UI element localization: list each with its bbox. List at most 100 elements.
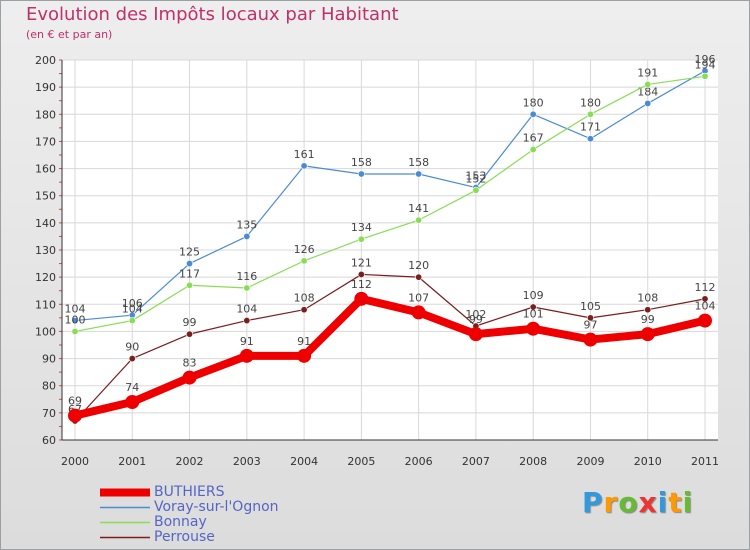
y-tick-label: 70 [42, 407, 56, 420]
x-tick-label: 2006 [405, 455, 433, 468]
data-point-voray-sur-l-ognon [586, 135, 594, 143]
data-point-buthiers [583, 332, 598, 347]
data-point-perrouse [586, 314, 594, 322]
data-point-perrouse [243, 317, 251, 325]
data-point-perrouse [186, 330, 194, 338]
series-line-bonnay [74, 75, 706, 333]
data-label-bonnay: 180 [580, 96, 601, 109]
data-label-bonnay: 100 [65, 313, 86, 326]
y-tick-label: 160 [35, 163, 56, 176]
data-label-buthiers: 69 [68, 395, 82, 408]
data-point-bonnay [71, 327, 79, 335]
data-label-bonnay: 134 [351, 221, 372, 234]
data-point-bonnay [128, 317, 136, 325]
data-label-buthiers: 107 [408, 291, 429, 304]
data-label-buthiers: 101 [523, 308, 544, 321]
data-point-buthiers [239, 348, 254, 363]
logo-letter: i [682, 486, 694, 519]
logo-letter: o [618, 486, 639, 519]
data-point-buthiers [411, 305, 426, 320]
data-label-perrouse: 112 [695, 281, 716, 294]
data-label-buthiers: 83 [183, 357, 197, 370]
legend-label-bonnay: Bonnay [154, 514, 207, 530]
y-tick-label: 100 [35, 325, 56, 338]
y-tick-label: 130 [35, 244, 56, 257]
x-tick-label: 2011 [691, 455, 719, 468]
x-tick-label: 2010 [634, 455, 662, 468]
data-label-bonnay: 141 [408, 202, 429, 215]
y-tick-label: 90 [42, 353, 56, 366]
data-point-voray-sur-l-ognon [71, 317, 79, 325]
data-point-buthiers [297, 348, 312, 363]
logo-letter: P [582, 486, 604, 519]
data-label-perrouse: 90 [125, 341, 139, 354]
data-label-perrouse: 104 [236, 303, 257, 316]
data-point-buthiers [125, 395, 140, 409]
y-tick-label: 190 [35, 81, 56, 94]
data-label-perrouse: 99 [183, 316, 197, 329]
data-label-perrouse: 121 [351, 256, 372, 269]
logo-letter: r [603, 486, 619, 519]
data-label-buthiers: 97 [583, 319, 597, 332]
data-label-perrouse: 109 [523, 289, 544, 302]
data-label-buthiers: 91 [240, 335, 254, 348]
y-tick-label: 110 [35, 298, 56, 311]
data-label-voray-sur-l-ognon: 135 [236, 218, 257, 231]
x-tick-label: 2001 [118, 455, 146, 468]
data-label-bonnay: 104 [122, 303, 143, 316]
legend-label-perrouse: Perrouse [154, 529, 215, 545]
data-point-buthiers [526, 321, 541, 336]
data-label-voray-sur-l-ognon: 106 [122, 297, 143, 310]
legend-item-perrouse: Perrouse [100, 530, 279, 545]
legend-swatch-bonnay [100, 521, 150, 524]
x-tick-label: 2005 [347, 455, 375, 468]
y-tick-label: 170 [35, 135, 56, 148]
logo-letter: t [668, 486, 683, 519]
data-point-bonnay [586, 110, 594, 118]
data-label-bonnay: 117 [179, 267, 200, 280]
data-point-bonnay [243, 284, 251, 292]
x-tick-label: 2000 [61, 455, 89, 468]
proxiti-logo: Proxiti [582, 486, 693, 519]
data-point-voray-sur-l-ognon [357, 170, 365, 178]
data-point-perrouse [644, 306, 652, 314]
data-label-buthiers: 91 [297, 335, 311, 348]
data-point-voray-sur-l-ognon [415, 170, 423, 178]
legend-label-buthiers: BUTHIERS [154, 484, 225, 500]
data-label-perrouse: 105 [580, 300, 601, 313]
data-point-bonnay [644, 80, 652, 88]
data-point-buthiers [468, 327, 483, 342]
series-line-perrouse [74, 273, 706, 422]
legend-swatch-perrouse [100, 536, 150, 539]
legend-label-voray-sur-l-ognon: Voray-sur-l'Ognon [154, 499, 279, 515]
data-point-bonnay [357, 235, 365, 243]
data-point-buthiers [640, 327, 655, 342]
data-point-perrouse [357, 270, 365, 278]
legend-swatch-voray-sur-l-ognon [100, 506, 150, 509]
data-label-buthiers: 99 [641, 313, 655, 326]
data-label-voray-sur-l-ognon: 184 [637, 85, 658, 98]
data-label-bonnay: 191 [637, 66, 658, 79]
data-label-buthiers: 99 [469, 313, 483, 326]
data-label-buthiers: 104 [695, 300, 716, 313]
y-tick-label: 180 [35, 108, 56, 121]
series-line-buthiers [74, 294, 706, 420]
y-tick-label: 140 [35, 217, 56, 230]
data-point-buthiers [354, 291, 369, 306]
data-point-voray-sur-l-ognon [186, 260, 194, 268]
x-tick-label: 2003 [233, 455, 261, 468]
x-tick-label: 2002 [176, 455, 204, 468]
y-tick-label: 120 [35, 271, 56, 284]
data-label-bonnay: 167 [523, 132, 544, 145]
data-label-perrouse: 108 [637, 292, 658, 305]
y-tick-label: 60 [42, 434, 56, 447]
data-label-voray-sur-l-ognon: 158 [351, 156, 372, 169]
chart-subtitle: (en € et par an) [26, 28, 113, 41]
chart-title: Evolution des Impôts locaux par Habitant [26, 4, 399, 25]
legend-item-bonnay: Bonnay [100, 515, 279, 530]
y-tick-label: 80 [42, 380, 56, 393]
y-tick-label: 200 [35, 54, 56, 67]
data-label-voray-sur-l-ognon: 153 [465, 170, 486, 183]
data-point-bonnay [415, 216, 423, 224]
